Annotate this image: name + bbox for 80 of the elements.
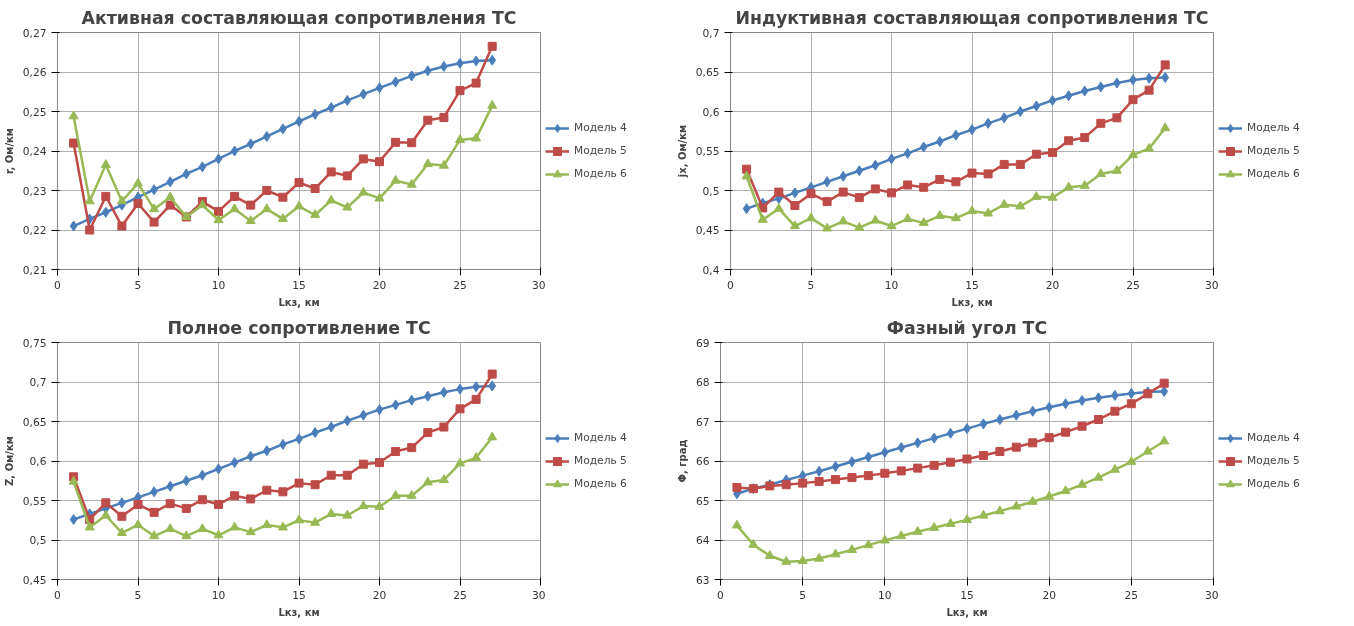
- y-tick-label: 0,65: [695, 66, 720, 79]
- x-tick-label: 5: [134, 278, 142, 292]
- y-axis-title: Φ, град: [676, 439, 688, 483]
- x-tick-label: 15: [960, 588, 974, 602]
- x-tick-label: 15: [965, 278, 979, 292]
- legend-label: Модель 5: [574, 454, 627, 467]
- x-axis-title: Lкз, км: [951, 296, 993, 308]
- chart-title: Индуктивная составляющая сопротивления ТС: [735, 7, 1209, 28]
- legend-label: Модель 5: [1247, 454, 1300, 467]
- y-tick-label: 65: [695, 494, 710, 508]
- legend-label: Модель 6: [574, 477, 627, 490]
- y-tick-label: 64: [695, 534, 710, 547]
- x-tick-label: 25: [453, 588, 467, 602]
- y-tick-label: 0,75: [22, 336, 47, 350]
- y-tick-label: 0,26: [22, 66, 47, 79]
- y-tick-label: 69: [695, 336, 710, 350]
- y-tick-label: 66: [695, 455, 710, 468]
- y-axis-title: jx, Ом/км: [676, 124, 688, 179]
- y-tick-label: 0,55: [22, 494, 47, 508]
- x-tick-label: 30: [1204, 588, 1219, 602]
- y-tick-label: 0,22: [22, 224, 47, 237]
- x-tick-label: 15: [292, 588, 306, 602]
- y-tick-label: 0,21: [22, 263, 47, 277]
- y-tick-label: 0,27: [22, 26, 47, 40]
- x-tick-label: 30: [531, 278, 546, 292]
- x-axis-title: Lкз, км: [278, 296, 320, 308]
- y-axis-title: r, Ом/км: [3, 127, 15, 175]
- legend-label: Модель 4: [1247, 121, 1300, 134]
- y-tick-label: 67: [695, 415, 710, 429]
- x-tick-label: 5: [807, 278, 815, 292]
- y-tick-label: 0,25: [22, 105, 47, 119]
- legend-label: Модель 4: [574, 121, 627, 134]
- x-tick-label: 25: [1126, 278, 1140, 292]
- x-tick-label: 5: [134, 588, 142, 602]
- x-tick-label: 20: [372, 278, 387, 292]
- x-tick-label: 20: [1045, 278, 1060, 292]
- y-tick-label: 0,7: [702, 26, 720, 40]
- x-tick-label: 5: [799, 588, 807, 602]
- y-tick-label: 63: [695, 573, 710, 587]
- y-tick-label: 0,23: [22, 184, 47, 198]
- x-tick-label: 25: [453, 278, 467, 292]
- y-tick-label: 0,65: [22, 415, 47, 429]
- chart-title: Полное сопротивление ТС: [167, 317, 431, 338]
- chart-title: Фазный угол ТС: [886, 317, 1048, 338]
- y-tick-label: 0,55: [695, 145, 720, 158]
- x-tick-label: 0: [727, 278, 735, 292]
- x-axis-title: Lкз, км: [946, 606, 988, 618]
- x-tick-label: 10: [211, 588, 226, 602]
- chart-title: Активная составляющая сопротивления ТС: [81, 7, 517, 28]
- legend-label: Модель 6: [1247, 477, 1300, 490]
- x-tick-label: 30: [1204, 278, 1219, 292]
- x-tick-label: 15: [292, 278, 306, 292]
- x-tick-label: 0: [54, 278, 62, 292]
- y-tick-label: 0,45: [695, 224, 720, 237]
- x-tick-label: 10: [878, 588, 892, 602]
- x-tick-label: 0: [717, 588, 725, 602]
- y-tick-label: 0,45: [22, 573, 47, 587]
- x-tick-label: 20: [1042, 588, 1057, 602]
- x-tick-label: 10: [211, 278, 226, 292]
- legend-label: Модель 6: [1247, 167, 1300, 180]
- y-tick-label: 68: [695, 376, 710, 389]
- x-tick-label: 20: [372, 588, 387, 602]
- legend-label: Модель 5: [1247, 144, 1300, 157]
- legend-label: Модель 6: [574, 167, 627, 180]
- x-tick-label: 0: [54, 588, 62, 602]
- x-axis-title: Lкз, км: [278, 606, 320, 618]
- y-tick-label: 0,4: [702, 263, 720, 277]
- x-tick-label: 10: [884, 278, 899, 292]
- legend-label: Модель 5: [574, 144, 627, 157]
- y-tick-label: 0,5: [29, 534, 47, 547]
- legend-label: Модель 4: [574, 431, 627, 444]
- x-tick-label: 25: [1124, 588, 1139, 602]
- y-tick-label: 0,6: [702, 105, 720, 119]
- y-axis-title: Z, Ом/км: [3, 436, 15, 486]
- y-tick-label: 0,6: [29, 455, 47, 468]
- x-tick-label: 30: [531, 588, 546, 602]
- y-tick-label: 0,24: [22, 145, 47, 158]
- y-tick-label: 0,7: [29, 376, 47, 389]
- legend-label: Модель 4: [1247, 431, 1300, 444]
- y-tick-label: 0,5: [702, 184, 720, 198]
